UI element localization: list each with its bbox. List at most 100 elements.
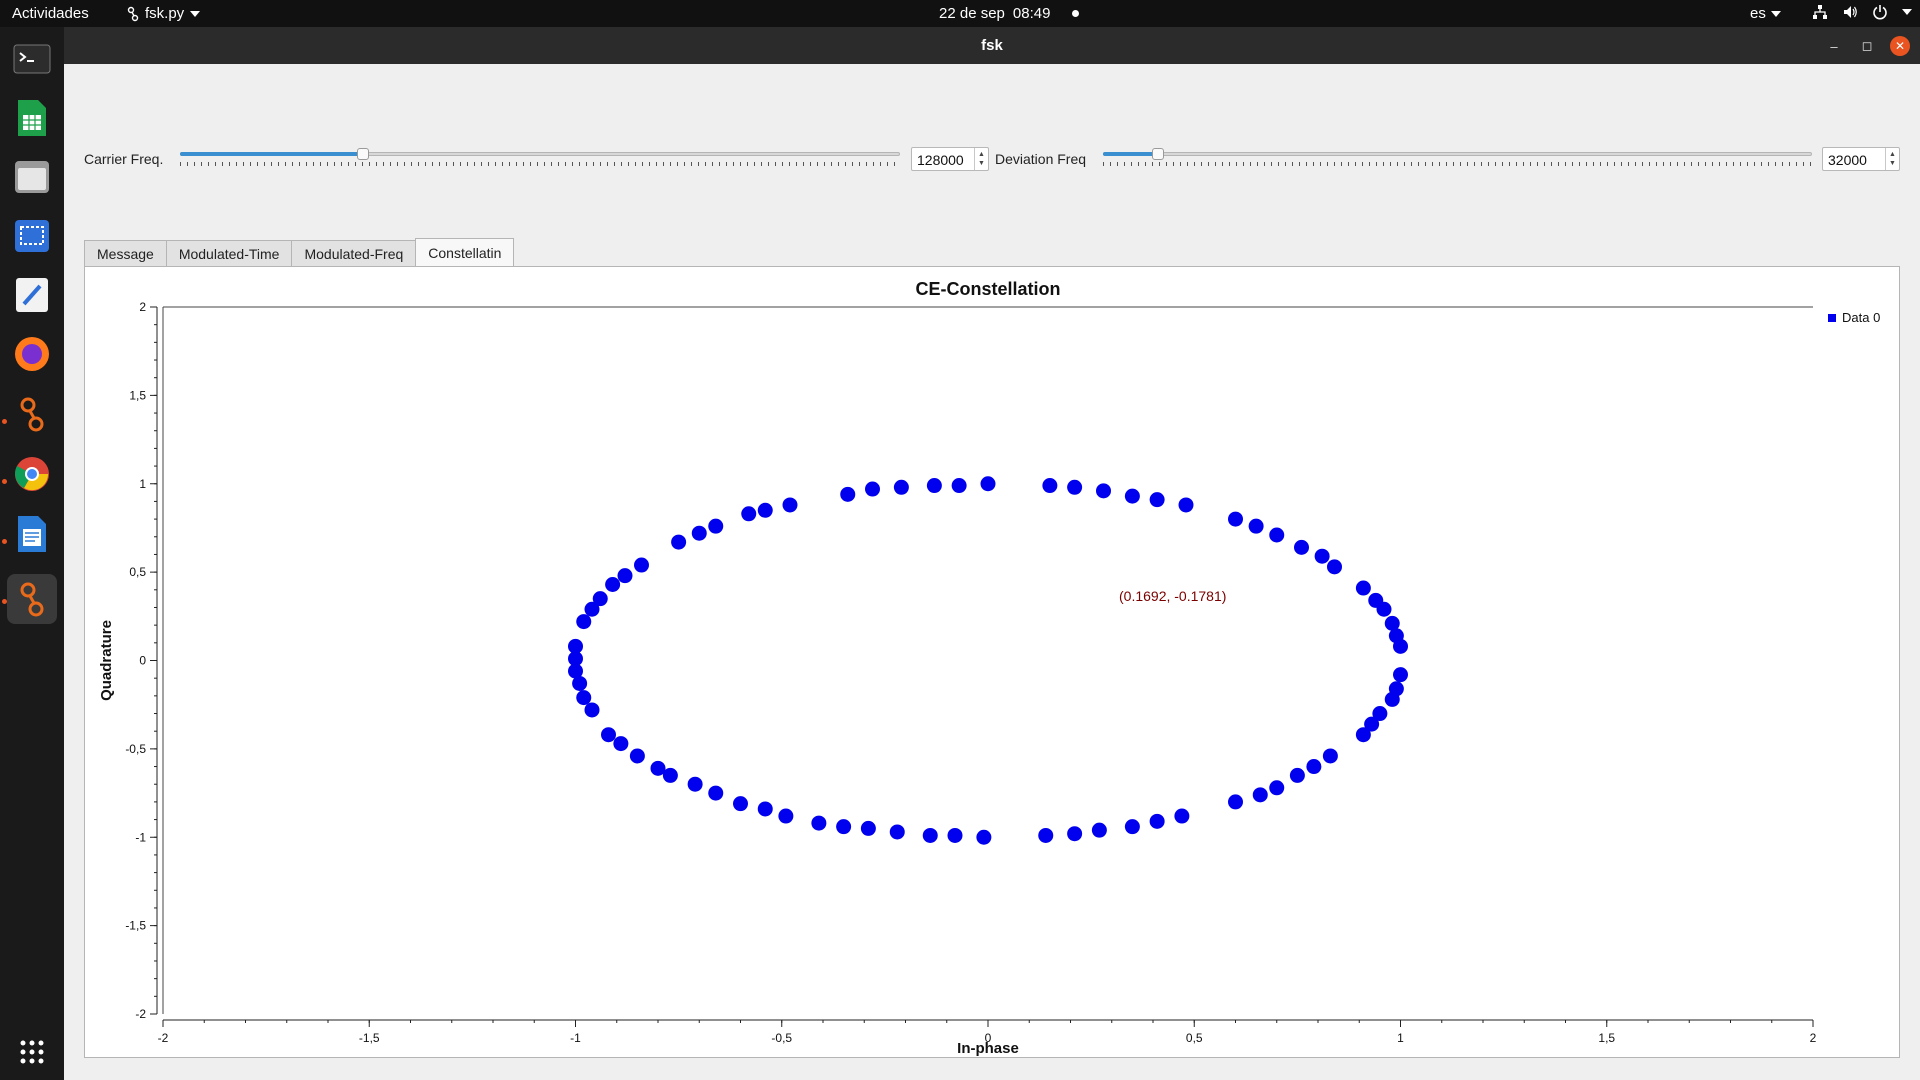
firefox-icon	[15, 337, 49, 371]
dock-spreadsheet[interactable]	[7, 93, 57, 143]
constellation-point	[1388, 628, 1404, 644]
minimize-icon[interactable]: –	[1830, 38, 1838, 54]
constellation-point	[1393, 667, 1408, 683]
constellation-plot[interactable]: CE-Constellation -2 -1,5 -1 -0,5 0 0,5 1 1,5 2 Qua…	[85, 267, 1901, 1059]
carrier-freq-spinbox[interactable]: 128000 ▲ ▼	[911, 147, 989, 171]
language-label: es	[1750, 5, 1766, 22]
x-tick-label: 1,5	[1598, 1031, 1615, 1045]
y-tick-label: 0,5	[129, 565, 146, 579]
tab-modulated-freq[interactable]: Modulated-Freq	[291, 240, 417, 266]
carrier-freq-slider[interactable]	[180, 148, 900, 168]
constellation-point	[1289, 767, 1305, 783]
slider-handle[interactable]	[1152, 148, 1164, 160]
constellation-point	[708, 518, 724, 534]
folder-icon	[15, 161, 49, 193]
constellation-point	[733, 796, 748, 812]
constellation-point	[613, 736, 629, 752]
tab-modulated-time[interactable]: Modulated-Time	[165, 240, 293, 266]
spin-up-icon[interactable]: ▲	[1889, 151, 1896, 158]
constellation-point	[1322, 748, 1338, 764]
system-menu[interactable]	[1812, 4, 1912, 20]
constellation-point	[1091, 822, 1107, 838]
chrome-icon	[15, 457, 49, 491]
dock-files[interactable]	[7, 152, 57, 202]
notification-dot-icon	[1072, 10, 1080, 17]
spin-arrows[interactable]: ▲ ▼	[974, 148, 988, 170]
constellation-point	[662, 767, 678, 783]
maximize-icon[interactable]: ◻	[1861, 38, 1873, 53]
constellation-point	[650, 760, 666, 776]
dock-gnuradio[interactable]	[7, 389, 57, 439]
language-selector[interactable]: es	[1750, 5, 1781, 22]
constellation-point	[605, 576, 621, 592]
document-icon	[18, 516, 46, 552]
y-tick-label: -1	[135, 830, 146, 844]
carrier-freq-value: 128000	[917, 152, 964, 168]
tab-message[interactable]: Message	[84, 240, 167, 266]
y-tick-label: -1,5	[125, 919, 146, 933]
constellation-point	[1174, 808, 1190, 824]
constellation-point	[1042, 478, 1058, 494]
dock-firefox[interactable]	[7, 329, 57, 379]
app-menu-label: fsk.py	[145, 5, 185, 22]
clock[interactable]: 22 de sep 08:49	[939, 5, 1080, 22]
x-tick-label: -2	[158, 1031, 169, 1045]
running-indicator	[2, 419, 7, 424]
date: 22 de sep	[939, 5, 1005, 22]
x-tick-label: 0,5	[1186, 1031, 1203, 1045]
constellation-point	[1252, 787, 1268, 803]
constellation-point	[671, 534, 687, 550]
constellation-point	[568, 638, 583, 654]
dock-chrome[interactable]	[7, 449, 57, 499]
y-tick-label: 1,5	[129, 388, 146, 402]
constellation-point	[947, 827, 963, 843]
constellation-point	[865, 481, 880, 497]
x-tick-label: -1,5	[359, 1031, 380, 1045]
slider-fill	[180, 152, 363, 156]
constellation-point	[634, 557, 649, 573]
x-axis-label: In-phase	[957, 1040, 1019, 1057]
chevron-down-icon	[1902, 9, 1912, 15]
cursor-readout: (0.1692, -0.1781)	[1119, 588, 1226, 604]
constellation-point	[601, 727, 616, 743]
chevron-down-icon	[1770, 10, 1781, 17]
title-bar[interactable]: fsk – ◻ ✕	[64, 27, 1920, 64]
constellation-point	[1306, 759, 1322, 775]
slider-handle[interactable]	[357, 148, 369, 160]
dock-gnuradio-active[interactable]	[7, 574, 57, 624]
show-applications[interactable]	[7, 1027, 57, 1077]
constellation-point	[757, 502, 773, 518]
constellation-point	[584, 601, 600, 617]
dock-terminal[interactable]	[7, 34, 57, 84]
dock-writer[interactable]	[7, 509, 57, 559]
constellation-point	[1355, 727, 1371, 743]
x-tick-label: 2	[1810, 1031, 1817, 1045]
dock-text-editor[interactable]	[7, 270, 57, 320]
slider-ticks	[180, 162, 900, 166]
constellation-point	[1294, 539, 1309, 555]
spin-down-icon[interactable]: ▼	[978, 160, 985, 167]
deviation-freq-slider[interactable]	[1103, 148, 1812, 168]
constellation-point	[860, 820, 876, 836]
spin-up-icon[interactable]: ▲	[978, 151, 985, 158]
tab-constellation[interactable]: Constellatin	[415, 238, 515, 266]
spin-down-icon[interactable]: ▼	[1889, 160, 1896, 167]
gnuradio-icon	[20, 582, 44, 617]
constellation-point	[889, 824, 905, 840]
constellation-point	[691, 525, 707, 541]
constellation-point	[1178, 497, 1194, 513]
deviation-freq-label: Deviation Freq	[995, 151, 1087, 167]
constellation-point	[741, 506, 757, 522]
gnuradio-icon	[127, 6, 139, 21]
legend-swatch	[1828, 314, 1836, 322]
dock-screenshot[interactable]	[7, 211, 57, 261]
constellation-point	[1327, 559, 1342, 575]
close-icon[interactable]: ✕	[1890, 36, 1910, 56]
constellation-point	[1067, 479, 1083, 495]
activities-button[interactable]: Actividades	[12, 5, 89, 22]
constellation-point	[1124, 488, 1140, 504]
deviation-freq-spinbox[interactable]: 32000 ▲ ▼	[1822, 147, 1900, 171]
constellation-point	[1038, 827, 1054, 843]
app-menu[interactable]: fsk.py	[127, 5, 201, 22]
spin-arrows[interactable]: ▲ ▼	[1885, 148, 1899, 170]
